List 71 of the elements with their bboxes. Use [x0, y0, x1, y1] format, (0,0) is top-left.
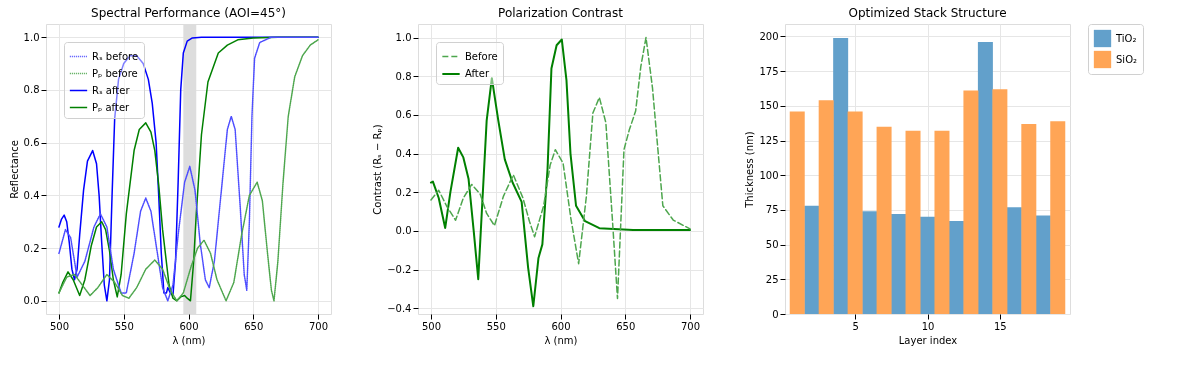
bar	[963, 90, 979, 314]
y-tick-label: 100	[759, 169, 779, 181]
legend-label: After	[465, 68, 490, 79]
bar	[948, 221, 964, 314]
x-axis-title: Layer index	[898, 334, 958, 346]
y-axis-title: Thickness (nm)	[744, 131, 756, 209]
bar	[1021, 123, 1037, 314]
y-axis-title: Reflectance	[8, 140, 20, 199]
x-axis-title: λ (nm)	[544, 334, 578, 346]
bar	[992, 89, 1008, 314]
chart-title: Spectral Performance (AOI=45°)	[91, 6, 286, 20]
y-tick-label: 175	[759, 65, 779, 77]
bar	[789, 111, 805, 314]
bar	[847, 111, 863, 314]
x-tick-label: 5	[852, 320, 859, 332]
y-tick-label: 1.0	[23, 31, 40, 43]
x-tick-label: 550	[114, 320, 134, 332]
y-tick-label: 0.0	[395, 225, 412, 237]
chart-title: Optimized Stack Structure	[848, 5, 1007, 20]
y-tick-label: 0.8	[23, 84, 40, 96]
x-tick-label: 700	[681, 320, 701, 332]
x-tick-label: 600	[551, 320, 571, 332]
x-tick-label: 550	[486, 320, 506, 332]
y-tick-label: 0.2	[395, 186, 412, 198]
chart-title: Polarization Contrast	[498, 6, 624, 20]
y-tick-label: 50	[765, 239, 779, 251]
y-tick-label: −0.2	[387, 264, 412, 276]
y-tick-label: 200	[759, 30, 779, 42]
bar	[891, 214, 907, 314]
y-axis-title: Contrast (Rₛ − Rₚ)	[372, 124, 384, 215]
x-tick-label: 500	[421, 320, 441, 332]
y-tick-label: 0.6	[395, 109, 412, 121]
y-tick-label: 0.4	[395, 148, 412, 160]
x-tick-label: 10	[921, 320, 935, 332]
legend-label: Pₚ before	[92, 67, 138, 79]
y-tick-label: 0.4	[23, 189, 40, 201]
bar	[1050, 121, 1066, 314]
bar	[804, 205, 820, 314]
bar	[905, 130, 921, 314]
y-tick-label: 25	[765, 273, 779, 285]
y-tick-label: 1.0	[395, 32, 412, 44]
y-tick-label: 0.6	[23, 137, 40, 149]
x-tick-label: 650	[244, 320, 264, 332]
x-tick-label: 650	[616, 320, 636, 332]
x-tick-label: 700	[309, 320, 329, 332]
y-tick-label: −0.4	[387, 302, 412, 314]
bar	[934, 130, 950, 314]
x-tick-label: 500	[49, 320, 69, 332]
bar	[876, 126, 892, 314]
bar	[1035, 215, 1051, 314]
y-tick-label: 150	[759, 100, 779, 112]
legend-label: TiO₂	[1115, 32, 1137, 44]
x-tick-label: 600	[179, 320, 199, 332]
bar	[1006, 207, 1022, 314]
y-tick-label: 0.2	[23, 242, 40, 254]
y-tick-label: 0.8	[395, 70, 412, 82]
legend-label: SiO₂	[1116, 53, 1138, 65]
legend-label: Pₚ after	[92, 101, 131, 113]
legend-label: Rₛ before	[92, 50, 139, 62]
bar	[977, 42, 993, 314]
x-tick-label: 15	[994, 320, 1007, 332]
legend-label: Rₛ after	[92, 84, 131, 96]
y-tick-label: 75	[765, 204, 779, 216]
bar	[862, 211, 878, 314]
y-tick-label: 125	[759, 135, 779, 147]
legend-label: Before	[465, 50, 498, 62]
bar	[818, 100, 834, 314]
x-axis-title: λ (nm)	[172, 334, 206, 346]
y-tick-label: 0	[772, 308, 779, 320]
y-tick-label: 0.0	[23, 295, 40, 307]
bar	[833, 37, 849, 314]
